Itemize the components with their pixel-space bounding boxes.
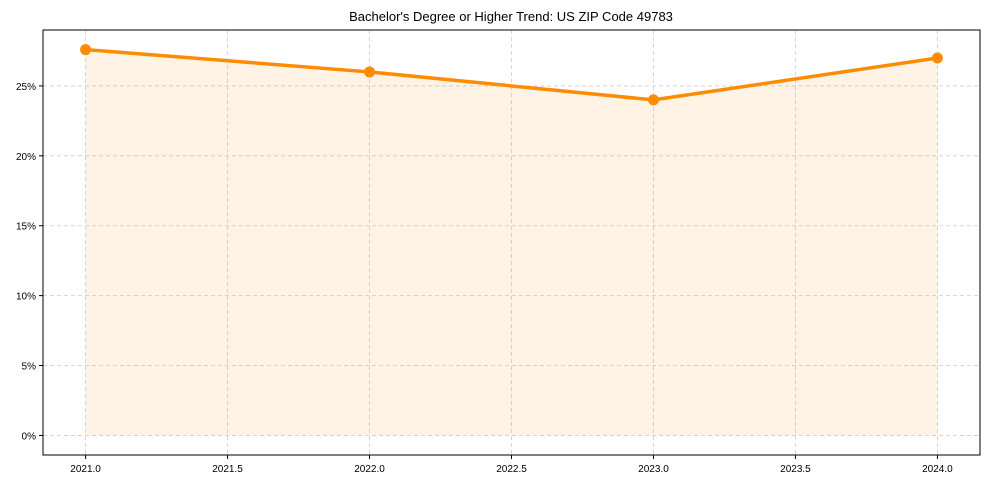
x-tick-label: 2022.0 [354,464,385,475]
y-tick-label: 10% [16,292,36,303]
x-tick-label: 2021.0 [70,464,101,475]
chart-title: Bachelor's Degree or Higher Trend: US ZI… [349,9,673,24]
series-area [85,49,938,436]
data-point [647,94,659,106]
y-tick-label: 25% [16,82,36,93]
y-tick-label: 5% [22,362,37,373]
x-tick-label: 2022.5 [496,464,527,475]
x-tick-label: 2023.5 [780,464,811,475]
y-tick-label: 15% [16,222,36,233]
x-tick-label: 2021.5 [212,464,243,475]
data-point [931,52,943,64]
x-axis: 2021.0 2021.5 2022.0 2022.5 2023.0 2023.5 2024… [70,455,953,475]
data-point [80,44,92,56]
x-tick-label: 2024.0 [922,464,953,475]
plot-frame [42,29,981,456]
data-point [364,66,376,78]
y-tick-label: 0% [22,431,37,442]
x-tick-label: 2023.0 [638,464,669,475]
grid [43,30,980,455]
y-axis: 0% 5% 10% 15% 20% 25% [16,82,43,442]
area-layer [85,49,938,436]
series-layer [80,44,943,106]
y-tick-label: 20% [16,152,36,163]
series-line [85,47,938,102]
